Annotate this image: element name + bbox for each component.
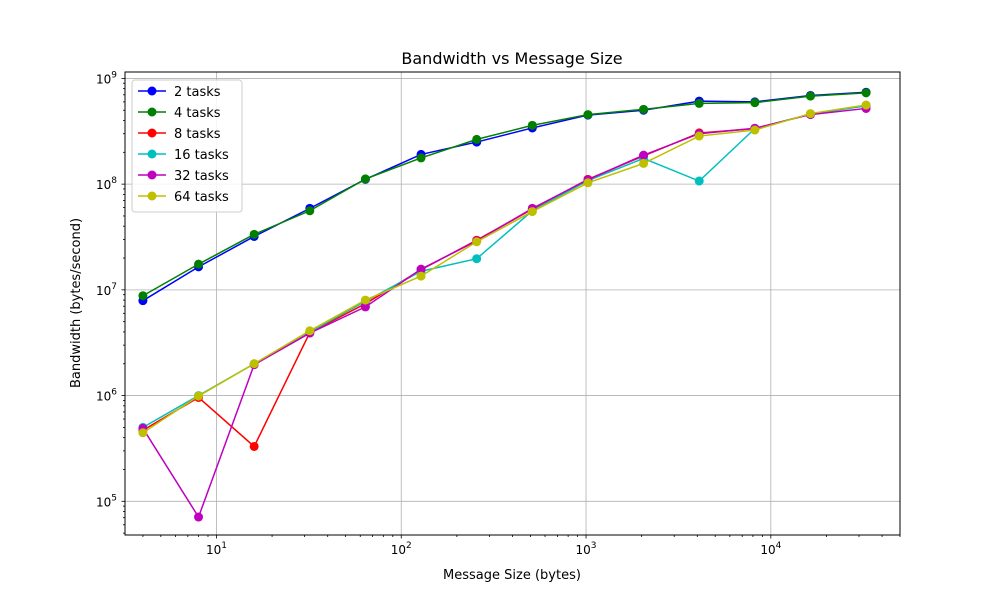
data-point bbox=[527, 120, 537, 130]
series-layer bbox=[138, 87, 871, 522]
data-point bbox=[694, 131, 704, 141]
plot-area: 101 102 103 104 105 106 107 108 109 bbox=[96, 70, 901, 557]
data-point bbox=[305, 326, 315, 336]
x-tick-label: 102 bbox=[391, 541, 412, 557]
data-point bbox=[138, 428, 148, 438]
legend-label: 16 tasks bbox=[174, 148, 229, 163]
data-point bbox=[416, 153, 426, 163]
y-tick-label: 107 bbox=[96, 282, 117, 298]
legend-swatch-marker bbox=[147, 107, 157, 117]
legend: 2 tasks 4 tasks 8 tasks 16 tasks 32 tasks 64 … bbox=[131, 79, 243, 213]
legend-label: 8 tasks bbox=[174, 127, 221, 142]
data-point bbox=[249, 359, 259, 369]
data-point bbox=[639, 104, 649, 114]
data-point bbox=[583, 178, 593, 188]
y-axis-label: Bandwidth (bytes/second) bbox=[69, 218, 84, 388]
data-point bbox=[194, 391, 204, 401]
data-point bbox=[639, 150, 649, 160]
data-point bbox=[472, 254, 482, 264]
legend-box bbox=[131, 79, 243, 213]
series-4-tasks bbox=[138, 88, 871, 301]
data-point bbox=[360, 174, 370, 184]
data-point bbox=[249, 441, 259, 451]
data-point bbox=[472, 134, 482, 144]
grid-layer bbox=[125, 72, 900, 535]
data-point bbox=[583, 110, 593, 120]
data-point bbox=[305, 206, 315, 216]
data-point bbox=[750, 98, 760, 108]
legend-swatch-marker bbox=[147, 86, 157, 96]
legend-item: 64 tasks bbox=[138, 190, 229, 205]
legend-swatch-marker bbox=[147, 170, 157, 180]
data-point bbox=[861, 100, 871, 110]
data-point bbox=[805, 109, 815, 119]
data-point bbox=[527, 207, 537, 217]
legend-swatch-marker bbox=[147, 128, 157, 138]
data-point bbox=[694, 176, 704, 186]
series-line bbox=[142, 104, 867, 434]
x-tick-label: 104 bbox=[760, 541, 781, 557]
legend-item: 2 tasks bbox=[138, 85, 221, 100]
series-line bbox=[142, 107, 867, 519]
legend-swatch-marker bbox=[147, 191, 157, 201]
x-tick-label: 101 bbox=[206, 541, 227, 557]
x-axis-label: Message Size (bytes) bbox=[443, 568, 581, 583]
data-point bbox=[639, 158, 649, 168]
y-tick-label: 105 bbox=[96, 493, 117, 509]
series-64-tasks bbox=[138, 100, 871, 438]
legend-label: 4 tasks bbox=[174, 106, 221, 121]
data-point bbox=[416, 271, 426, 281]
data-point bbox=[194, 512, 204, 522]
y-tick-label: 106 bbox=[96, 388, 117, 404]
data-point bbox=[249, 229, 259, 239]
data-point bbox=[805, 91, 815, 101]
legend-item: 8 tasks bbox=[138, 127, 221, 142]
legend-item: 4 tasks bbox=[138, 106, 221, 121]
data-point bbox=[360, 302, 370, 312]
legend-item: 16 tasks bbox=[138, 148, 229, 163]
data-point bbox=[472, 237, 482, 247]
chart-title: Bandwidth vs Message Size bbox=[401, 49, 622, 68]
data-point bbox=[416, 264, 426, 274]
x-tick-label: 103 bbox=[576, 541, 597, 557]
y-tick-label: 108 bbox=[96, 176, 117, 192]
data-point bbox=[750, 125, 760, 135]
legend-label: 32 tasks bbox=[174, 169, 229, 184]
data-point bbox=[360, 295, 370, 305]
series-line bbox=[142, 91, 867, 302]
legend-swatch-marker bbox=[147, 149, 157, 159]
series-line bbox=[142, 92, 867, 297]
legend-label: 64 tasks bbox=[174, 190, 229, 205]
data-point bbox=[694, 98, 704, 108]
data-point bbox=[194, 259, 204, 269]
legend-label: 2 tasks bbox=[174, 85, 221, 100]
data-point bbox=[138, 291, 148, 301]
tick-layer: 101 102 103 104 105 106 107 108 109 bbox=[96, 70, 901, 557]
legend-item: 32 tasks bbox=[138, 169, 229, 184]
y-tick-label: 109 bbox=[96, 70, 117, 86]
data-point bbox=[861, 88, 871, 98]
